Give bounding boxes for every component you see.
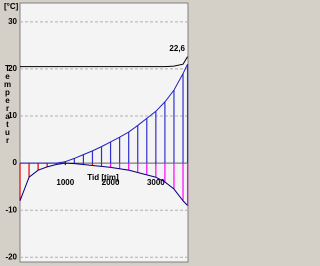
series-line bbox=[19, 162, 188, 206]
y-unit: [°C] bbox=[4, 2, 19, 11]
y-tick-label: -10 bbox=[5, 205, 17, 214]
y-axis-label: Temperatur bbox=[3, 64, 12, 144]
chart-window: [°C] Tid [tim] 30 20 10 0 -10 -20 1000 2000 3000… bbox=[3, 2, 189, 263]
series-line bbox=[20, 56, 188, 68]
chart: [°C] Tid [tim] 30 20 10 0 -10 -20 1000 2000 3000… bbox=[4, 2, 189, 263]
plot-area bbox=[19, 2, 189, 263]
x-tick-label: 1000 bbox=[56, 178, 74, 187]
y-tick-label: 30 bbox=[8, 17, 17, 26]
x-tick-label: 3000 bbox=[147, 178, 165, 187]
y-tick-label: 20 bbox=[8, 64, 17, 73]
series-line bbox=[20, 64, 188, 164]
x-tick-label: 2000 bbox=[102, 178, 120, 187]
annotation: 22,6 bbox=[169, 44, 185, 53]
y-tick-label: 0 bbox=[13, 158, 18, 167]
y-tick-label: -20 bbox=[5, 252, 17, 261]
x-axis-label: Tid [tim] bbox=[87, 173, 119, 182]
y-tick-label: 10 bbox=[8, 111, 17, 120]
